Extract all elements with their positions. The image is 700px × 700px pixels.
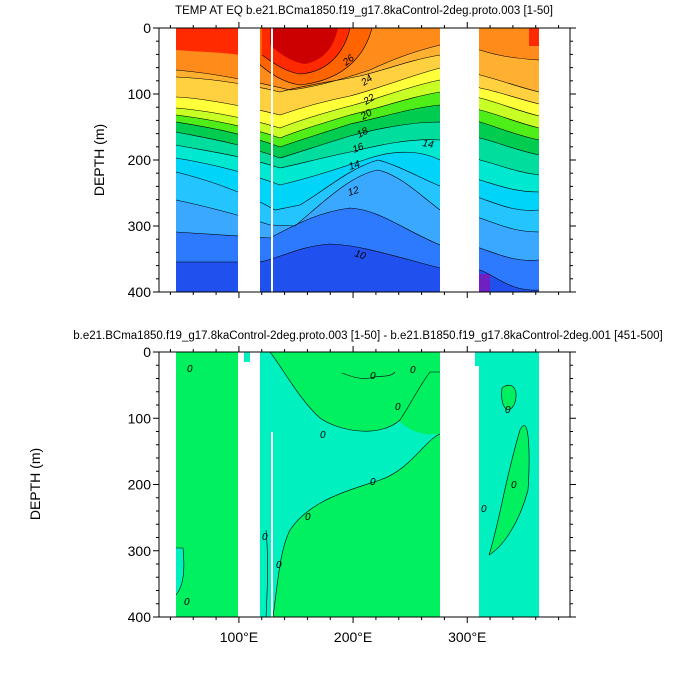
x-tick-label: 300°E [448,629,486,645]
contour-label: 0 [320,430,326,441]
contour-line [269,352,440,432]
land-gap-top [250,28,256,46]
land-gap [238,352,256,617]
land-gap [271,28,273,292]
contour-line [272,433,441,617]
y-tick-label: 400 [128,609,152,625]
land-gap [440,28,479,292]
bottom-contour-labels: 0 0 0 0 0 0 0 0 0 0 0 0 0 [184,364,517,608]
bottom-contour-lines [175,352,530,617]
top-y-axis-label: DEPTH (m) [91,124,107,196]
region-positive-east-upper [501,385,517,410]
contour-line [175,44,540,91]
top-contour-labels: 26 24 22 20 18 16 14 14 12 10 [340,53,434,263]
bottom-panel-difference: b.e21.BCma1850.f19_g17.8kaControl-2deg.p… [27,330,663,645]
contour-line [175,91,540,139]
contour-label: 14 [348,159,362,173]
contour-line [488,425,530,556]
contour-line [175,79,540,129]
land-gap-top [475,352,489,366]
contour-line [175,121,540,159]
land-gap [256,28,260,292]
y-tick-label: 0 [143,20,151,36]
contour-line [175,104,540,148]
contour-label: 16 [351,141,366,156]
contour-line [501,384,517,410]
bottom-y-axis-label: DEPTH (m) [27,448,43,520]
bottom-axes: 0 100 200 300 400 100°E 200°E 300°E [128,344,576,645]
contour-line [175,67,540,116]
contour-line [254,28,373,86]
contour-label: 0 [262,532,268,543]
top-panel-temperature: TEMP AT EQ b.e21.BCma1850.f19_g17.8kaCon… [91,5,576,300]
contour-label: 12 [347,185,361,199]
contour-line [175,547,185,596]
contour-label: 0 [276,560,282,571]
top-contour-field [175,28,540,292]
contour-label: 0 [410,365,416,376]
region-positive-lower [273,434,440,617]
land-gap [271,432,273,617]
y-tick-label: 300 [128,543,152,559]
bottom-panel-title: b.e21.BCma1850.f19_g17.8kaControl-2deg.p… [73,330,663,342]
contour-label: 0 [481,504,487,515]
region-positive-upper [270,352,440,432]
land-gap [238,28,256,292]
contour-label: 0 [187,364,193,375]
land-gap [440,352,479,617]
region-positive-east [489,425,530,555]
y-tick-label: 200 [128,152,152,168]
top-panel-title: TEMP AT EQ b.e21.BCma1850.f19_g17.8kaCon… [175,5,553,17]
band-east-warm [529,28,539,46]
land-gap [256,352,260,617]
contour-line [175,139,540,176]
contour-line [175,54,540,93]
top-contour-lines [175,28,540,291]
y-tick-label: 100 [128,86,152,102]
contour-line [341,371,396,379]
contour-label: 0 [511,480,517,491]
y-tick-label: 0 [143,344,151,360]
contour-label: 20 [358,107,374,123]
y-tick-label: 200 [128,477,152,493]
contour-line [265,529,268,617]
x-tick-label: 200°E [334,629,372,645]
top-axes: 0 100 200 300 400 [128,20,576,300]
band-east-deep [478,274,490,292]
contour-label: 0 [184,597,190,608]
contour-line [175,159,540,211]
contour-label: 0 [370,371,376,382]
y-tick-label: 300 [128,218,152,234]
band-29c [270,28,338,64]
contour-label: 10 [353,248,367,262]
contour-line [175,151,540,193]
y-tick-label: 100 [128,410,152,426]
contour-line [175,207,540,261]
contour-label: 0 [305,512,311,523]
contour-line [176,243,540,291]
contour-label: 0 [370,477,376,488]
contour-label: 0 [505,405,511,416]
bottom-contour-field [175,352,539,617]
x-tick-label: 100°E [220,629,258,645]
contour-label: 18 [355,126,370,141]
contour-label: 0 [395,402,401,413]
y-tick-label: 400 [128,284,152,300]
contour-label: 14 [421,138,434,151]
land-gap-top [244,352,250,362]
region-positive [176,352,238,617]
